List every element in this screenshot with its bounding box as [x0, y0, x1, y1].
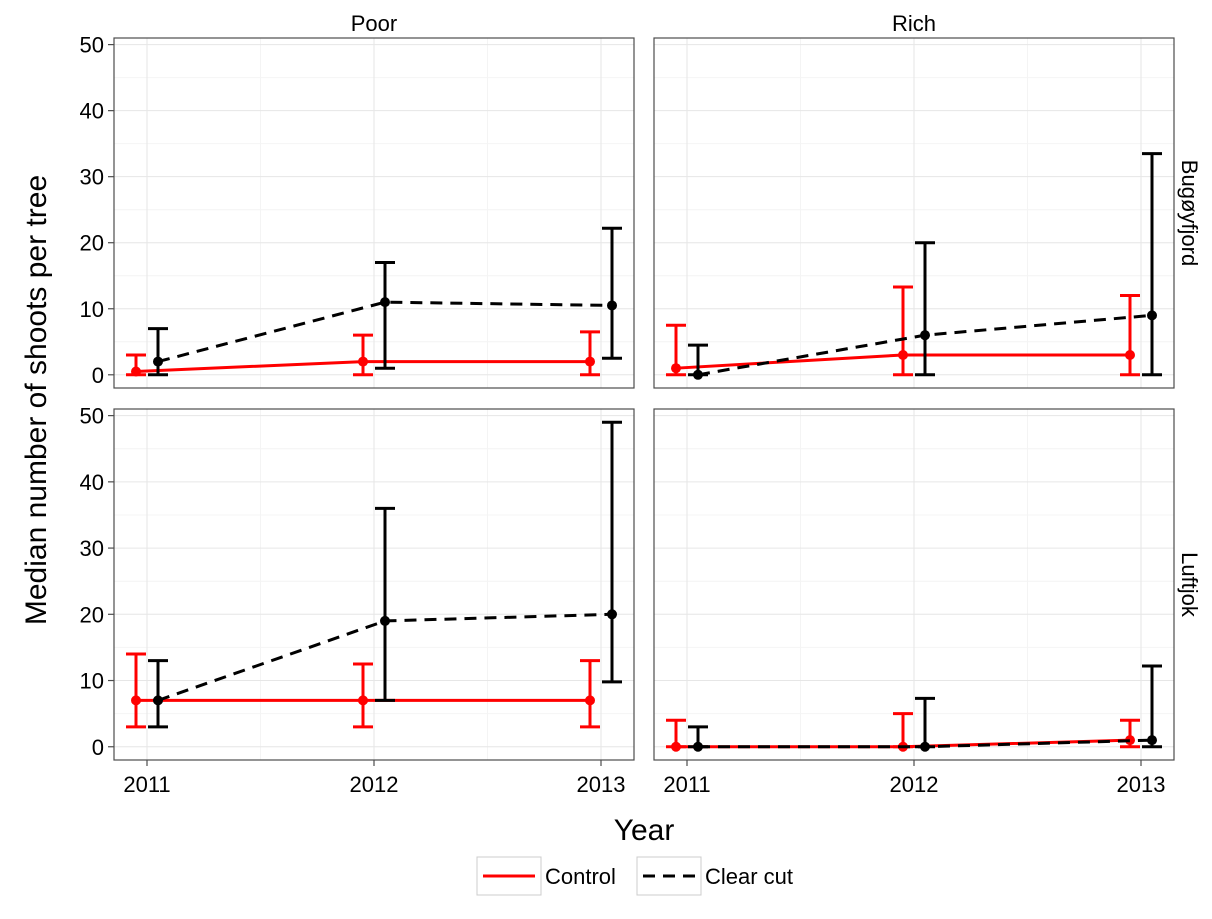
control-errorbar [353, 333, 373, 377]
y-tick-label: 0 [92, 735, 104, 760]
series-group-Bugøyfjord-Poor [126, 226, 622, 377]
y-tick-label: 40 [80, 470, 104, 495]
clear-cut-point [607, 609, 617, 620]
legend-item-control: Control [476, 856, 616, 896]
control-point [1125, 735, 1135, 746]
x-tick-label: 2013 [577, 772, 626, 797]
control-errorbar [580, 659, 600, 729]
clear-cut-point [920, 741, 930, 752]
x-tick-label: 2013 [1117, 772, 1166, 797]
x-tick-label: 2011 [123, 772, 170, 797]
legend-label-clear_cut: Clear cut [705, 864, 793, 889]
clear-cut-errorbar [602, 226, 622, 360]
control-point [671, 741, 681, 752]
column-strip-label: Poor [351, 11, 397, 36]
control-point [671, 363, 681, 374]
panel-Luftjok-Poor [113, 408, 635, 761]
clear-cut-point [693, 369, 703, 380]
x-tick-label: 2012 [350, 772, 399, 797]
clear-cut-point [1147, 310, 1157, 321]
panel-Luftjok-Rich [653, 408, 1175, 761]
legend-item-clear_cut: Clear cut [636, 856, 793, 896]
column-strip-label: Rich [892, 11, 936, 36]
y-tick-label: 40 [80, 99, 104, 124]
clear-cut-point [920, 330, 930, 341]
series-group-Luftjok-Poor [126, 420, 622, 729]
control-point [1125, 349, 1135, 360]
clear-cut-point [153, 695, 163, 706]
clear-cut-line [157, 300, 613, 364]
y-tick-label: 50 [80, 404, 104, 429]
clear-cut-errorbar [1142, 664, 1162, 749]
clear-cut-point [1147, 735, 1157, 746]
control-point [131, 366, 141, 377]
y-axis-title: Median number of shoots per tree [20, 175, 53, 625]
panel-Bugøyfjord-Poor [113, 37, 635, 389]
row-strip-label: Luftjok [1177, 552, 1202, 618]
clear-cut-point [153, 356, 163, 367]
clear-cut-errorbar [148, 659, 168, 729]
clear-cut-point [380, 615, 390, 626]
x-tick-label: 2011 [663, 772, 710, 797]
clear-cut-errorbar [375, 506, 395, 702]
y-tick-label: 20 [80, 231, 104, 256]
control-point [131, 695, 141, 706]
control-errorbar [580, 330, 600, 377]
panel-Bugøyfjord-Rich [653, 37, 1175, 389]
y-tick-label: 10 [80, 669, 104, 694]
y-tick-label: 10 [80, 297, 104, 322]
series-group-Bugøyfjord-Rich [666, 152, 1162, 380]
panel-border [653, 37, 1175, 389]
y-tick-label: 20 [80, 602, 104, 627]
row-strip-label: Bugøyfjord [1177, 160, 1202, 266]
y-tick-label: 0 [92, 363, 104, 388]
y-tick-label: 30 [80, 536, 104, 561]
x-tick-label: 2012 [890, 772, 939, 797]
control-errorbar [1120, 294, 1140, 377]
clear-cut-errorbar [375, 261, 395, 370]
clear-cut-point [607, 300, 617, 311]
control-point [358, 356, 368, 367]
control-point [585, 695, 595, 706]
clear-cut-errorbar [602, 420, 622, 684]
control-point [585, 356, 595, 367]
control-point [898, 349, 908, 360]
clear-cut-errorbar [915, 241, 935, 377]
y-tick-label: 30 [80, 165, 104, 190]
x-axis-title: Year [614, 814, 675, 847]
series-group-Luftjok-Rich [666, 664, 1162, 752]
legend-label-control: Control [545, 864, 616, 889]
control-errorbar [126, 652, 146, 729]
panel-border [113, 37, 635, 389]
clear-cut-errorbar [1142, 152, 1162, 377]
legend: Control Clear cut [476, 856, 793, 896]
clear-cut-point [693, 741, 703, 752]
y-tick-label: 50 [80, 33, 104, 58]
clear-cut-point [380, 297, 390, 308]
control-point [358, 695, 368, 706]
clear-cut-errorbar [148, 327, 168, 377]
control-errorbar [893, 285, 913, 377]
